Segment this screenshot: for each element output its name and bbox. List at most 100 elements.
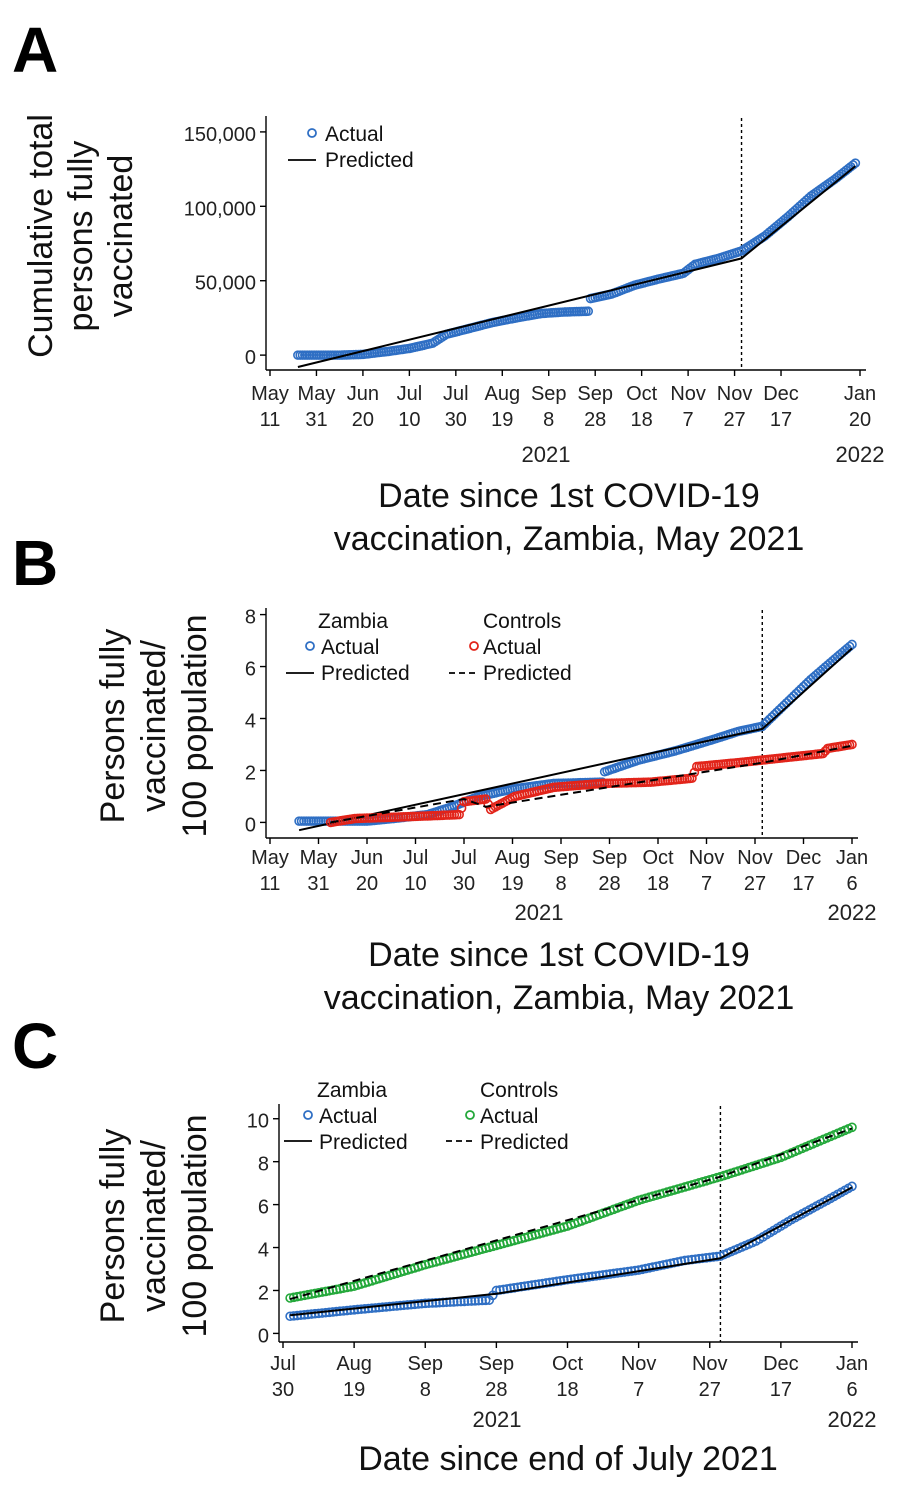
- data-point: [562, 1274, 573, 1285]
- x-tick-label: 28: [584, 409, 606, 431]
- y-axis-title-line: vaccinated: [102, 155, 140, 318]
- data-point: [402, 1300, 413, 1310]
- legend-predicted-label: Predicted: [325, 149, 414, 172]
- legend-group-zambia: Zambia: [317, 1079, 387, 1102]
- x-tick-label: Nov: [670, 383, 706, 405]
- x-tick-label: 20: [849, 409, 871, 431]
- legend-actual-marker: [307, 128, 317, 138]
- data-point: [477, 1295, 487, 1306]
- legend-controls-actual-marker: [469, 641, 479, 651]
- legend-group-zambia: Zambia: [318, 610, 388, 633]
- data-point: [704, 1252, 715, 1263]
- data-point: [701, 1253, 711, 1263]
- series-zambia-actual: [285, 1181, 857, 1322]
- data-point: [694, 1253, 704, 1264]
- series-line-controls-predicted: [330, 744, 853, 824]
- panel-a-plot-area: 0 50,000 100,000 150,000 May 11 May 31 Jun 20 Jul 1…: [184, 116, 884, 467]
- y-tick-label: 4: [258, 1240, 269, 1262]
- y-tick-label: 50,000: [195, 273, 256, 295]
- x-year-label: 2021: [473, 1407, 522, 1432]
- x-tick-label: 11: [260, 873, 281, 895]
- x-tick-label: 7: [683, 409, 694, 431]
- data-point: [569, 1273, 580, 1284]
- data-point: [395, 1300, 406, 1311]
- y-axis-title-line: vaccinated/: [135, 639, 173, 812]
- series-line-controls-predicted: [289, 1127, 853, 1301]
- data-point: [420, 1298, 431, 1309]
- legend-zambia-actual-label: Actual: [321, 636, 379, 659]
- data-point: [697, 1253, 708, 1264]
- panel-b-plot-area: 0 2 4 6 8 May 11 May 31 Jun 20 Jul 10 Jul 30 Aug 19 Sep 8 S…: [245, 607, 877, 925]
- data-point: [431, 1298, 441, 1308]
- x-tick-label: 18: [647, 873, 669, 895]
- y-tick-label: 2: [245, 762, 256, 784]
- series-line-zambia-predicted: [289, 1186, 853, 1317]
- data-point: [591, 1271, 601, 1281]
- x-tick-label: May: [300, 847, 338, 869]
- data-point: [413, 1299, 423, 1309]
- x-tick-label: 31: [305, 409, 327, 431]
- panel-a-legend: Actual Predicted: [288, 123, 414, 172]
- x-tick-label: 27: [744, 873, 766, 895]
- x-tick-label: 6: [846, 1379, 857, 1401]
- data-point: [566, 1274, 576, 1285]
- x-tick-label: Aug: [495, 847, 531, 869]
- x-year-label: 2021: [515, 900, 564, 925]
- x-tick-label: 6: [846, 873, 857, 895]
- data-point: [406, 1299, 416, 1310]
- x-tick-label: Nov: [692, 1353, 728, 1375]
- x-tick-label: 7: [701, 873, 712, 895]
- legend-controls-actual-label: Actual: [483, 636, 541, 659]
- y-tick-label: 100,000: [184, 198, 256, 220]
- data-point: [481, 794, 491, 804]
- x-tick-label: Nov: [717, 383, 753, 405]
- x-tick-label: 19: [501, 873, 523, 895]
- series-line-zambia-predicted: [298, 647, 853, 832]
- x-tick-label: 18: [556, 1379, 578, 1401]
- legend-zambia-actual-marker: [303, 1110, 313, 1120]
- panel-b-legend: Zambia Actual Predicted Controls Actual …: [286, 610, 572, 685]
- data-point: [391, 1301, 402, 1311]
- y-tick-label: 10: [247, 1111, 269, 1133]
- x-year-label: 2021: [522, 442, 571, 467]
- x-tick-label: Jun: [347, 383, 379, 405]
- x-tick-label: Jan: [836, 847, 868, 869]
- data-point: [367, 1303, 377, 1313]
- x-tick-label: 18: [631, 409, 653, 431]
- data-point: [608, 1268, 619, 1279]
- data-point: [381, 1302, 391, 1312]
- x-tick-label: Nov: [737, 847, 773, 869]
- data-point: [605, 1269, 615, 1279]
- y-tick-label: 4: [245, 711, 256, 733]
- x-tick-label: 10: [398, 409, 420, 431]
- series-controls-actual: [325, 739, 857, 828]
- data-point: [689, 767, 700, 778]
- data-point: [708, 1252, 719, 1262]
- y-tick-label: 0: [245, 814, 256, 836]
- x-tick-label: 11: [260, 409, 281, 431]
- data-point: [409, 1299, 420, 1310]
- panel-letter-b: B: [12, 527, 58, 599]
- x-tick-label: May: [251, 383, 289, 405]
- x-tick-label: 8: [555, 873, 566, 895]
- x-tick-label: 30: [445, 409, 467, 431]
- legend-group-controls: Controls: [480, 1079, 558, 1102]
- x-tick-label: Sep: [577, 383, 613, 405]
- x-tick-label: 28: [598, 873, 620, 895]
- x-tick-label: 8: [543, 409, 554, 431]
- data-point: [285, 1311, 295, 1322]
- data-point: [601, 1269, 612, 1280]
- x-tick-label: Dec: [763, 1353, 799, 1375]
- x-axis-title-line: Date since 1st COVID-19: [378, 477, 760, 515]
- y-axis-title-line: 100 population: [176, 1114, 214, 1337]
- x-axis-title-line: vaccination, Zambia, May 2021: [334, 520, 805, 558]
- data-point: [363, 1303, 374, 1314]
- panel-a-y-axis-title: Cumulative total persons fully vaccinate…: [22, 114, 140, 358]
- x-tick-label: 17: [770, 409, 792, 431]
- x-axis-title-line: Date since 1st COVID-19: [368, 936, 750, 974]
- y-tick-label: 8: [245, 607, 256, 629]
- panel-letter-a: A: [12, 14, 58, 86]
- legend-zambia-actual-marker: [305, 641, 315, 651]
- panel-a: A Cumulative total persons fully vaccina…: [12, 14, 804, 558]
